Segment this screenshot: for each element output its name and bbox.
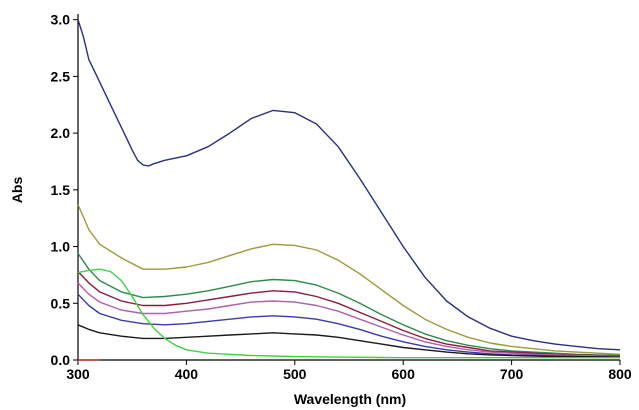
series-line-1 <box>77 19 621 351</box>
y-tick-label: 0.0 <box>51 352 71 368</box>
x-tick-label: 300 <box>66 366 90 382</box>
x-tick-label: 600 <box>392 366 416 382</box>
x-axis-title: Wavelength (nm) <box>294 391 406 407</box>
x-tick-label: 800 <box>608 366 632 382</box>
y-tick-label: 0.5 <box>51 295 71 311</box>
y-tick-label: 2.5 <box>51 68 71 84</box>
y-axis-title: Abs <box>9 177 25 204</box>
x-tick-label: 400 <box>175 366 199 382</box>
x-tick-label: 700 <box>500 366 524 382</box>
y-tick-label: 3.0 <box>51 12 71 28</box>
y-tick-label: 1.0 <box>51 239 71 255</box>
series-line-5 <box>77 282 621 358</box>
axes <box>73 14 621 365</box>
series-line-2 <box>77 204 621 355</box>
series-line-7 <box>77 324 621 358</box>
series-line-4 <box>77 271 621 357</box>
y-tick-label: 2.0 <box>51 125 71 141</box>
series-line-6 <box>77 293 621 358</box>
tick-labels: 300 400 500 600 700 800 0.0 0.5 1.0 1.5 2.0 2.5 3.0 <box>51 12 632 382</box>
series-line-3 <box>77 253 621 357</box>
y-tick-label: 1.5 <box>51 182 71 198</box>
x-tick-label: 500 <box>283 366 307 382</box>
series-line-8 <box>77 268 620 359</box>
series-lines <box>77 19 621 361</box>
